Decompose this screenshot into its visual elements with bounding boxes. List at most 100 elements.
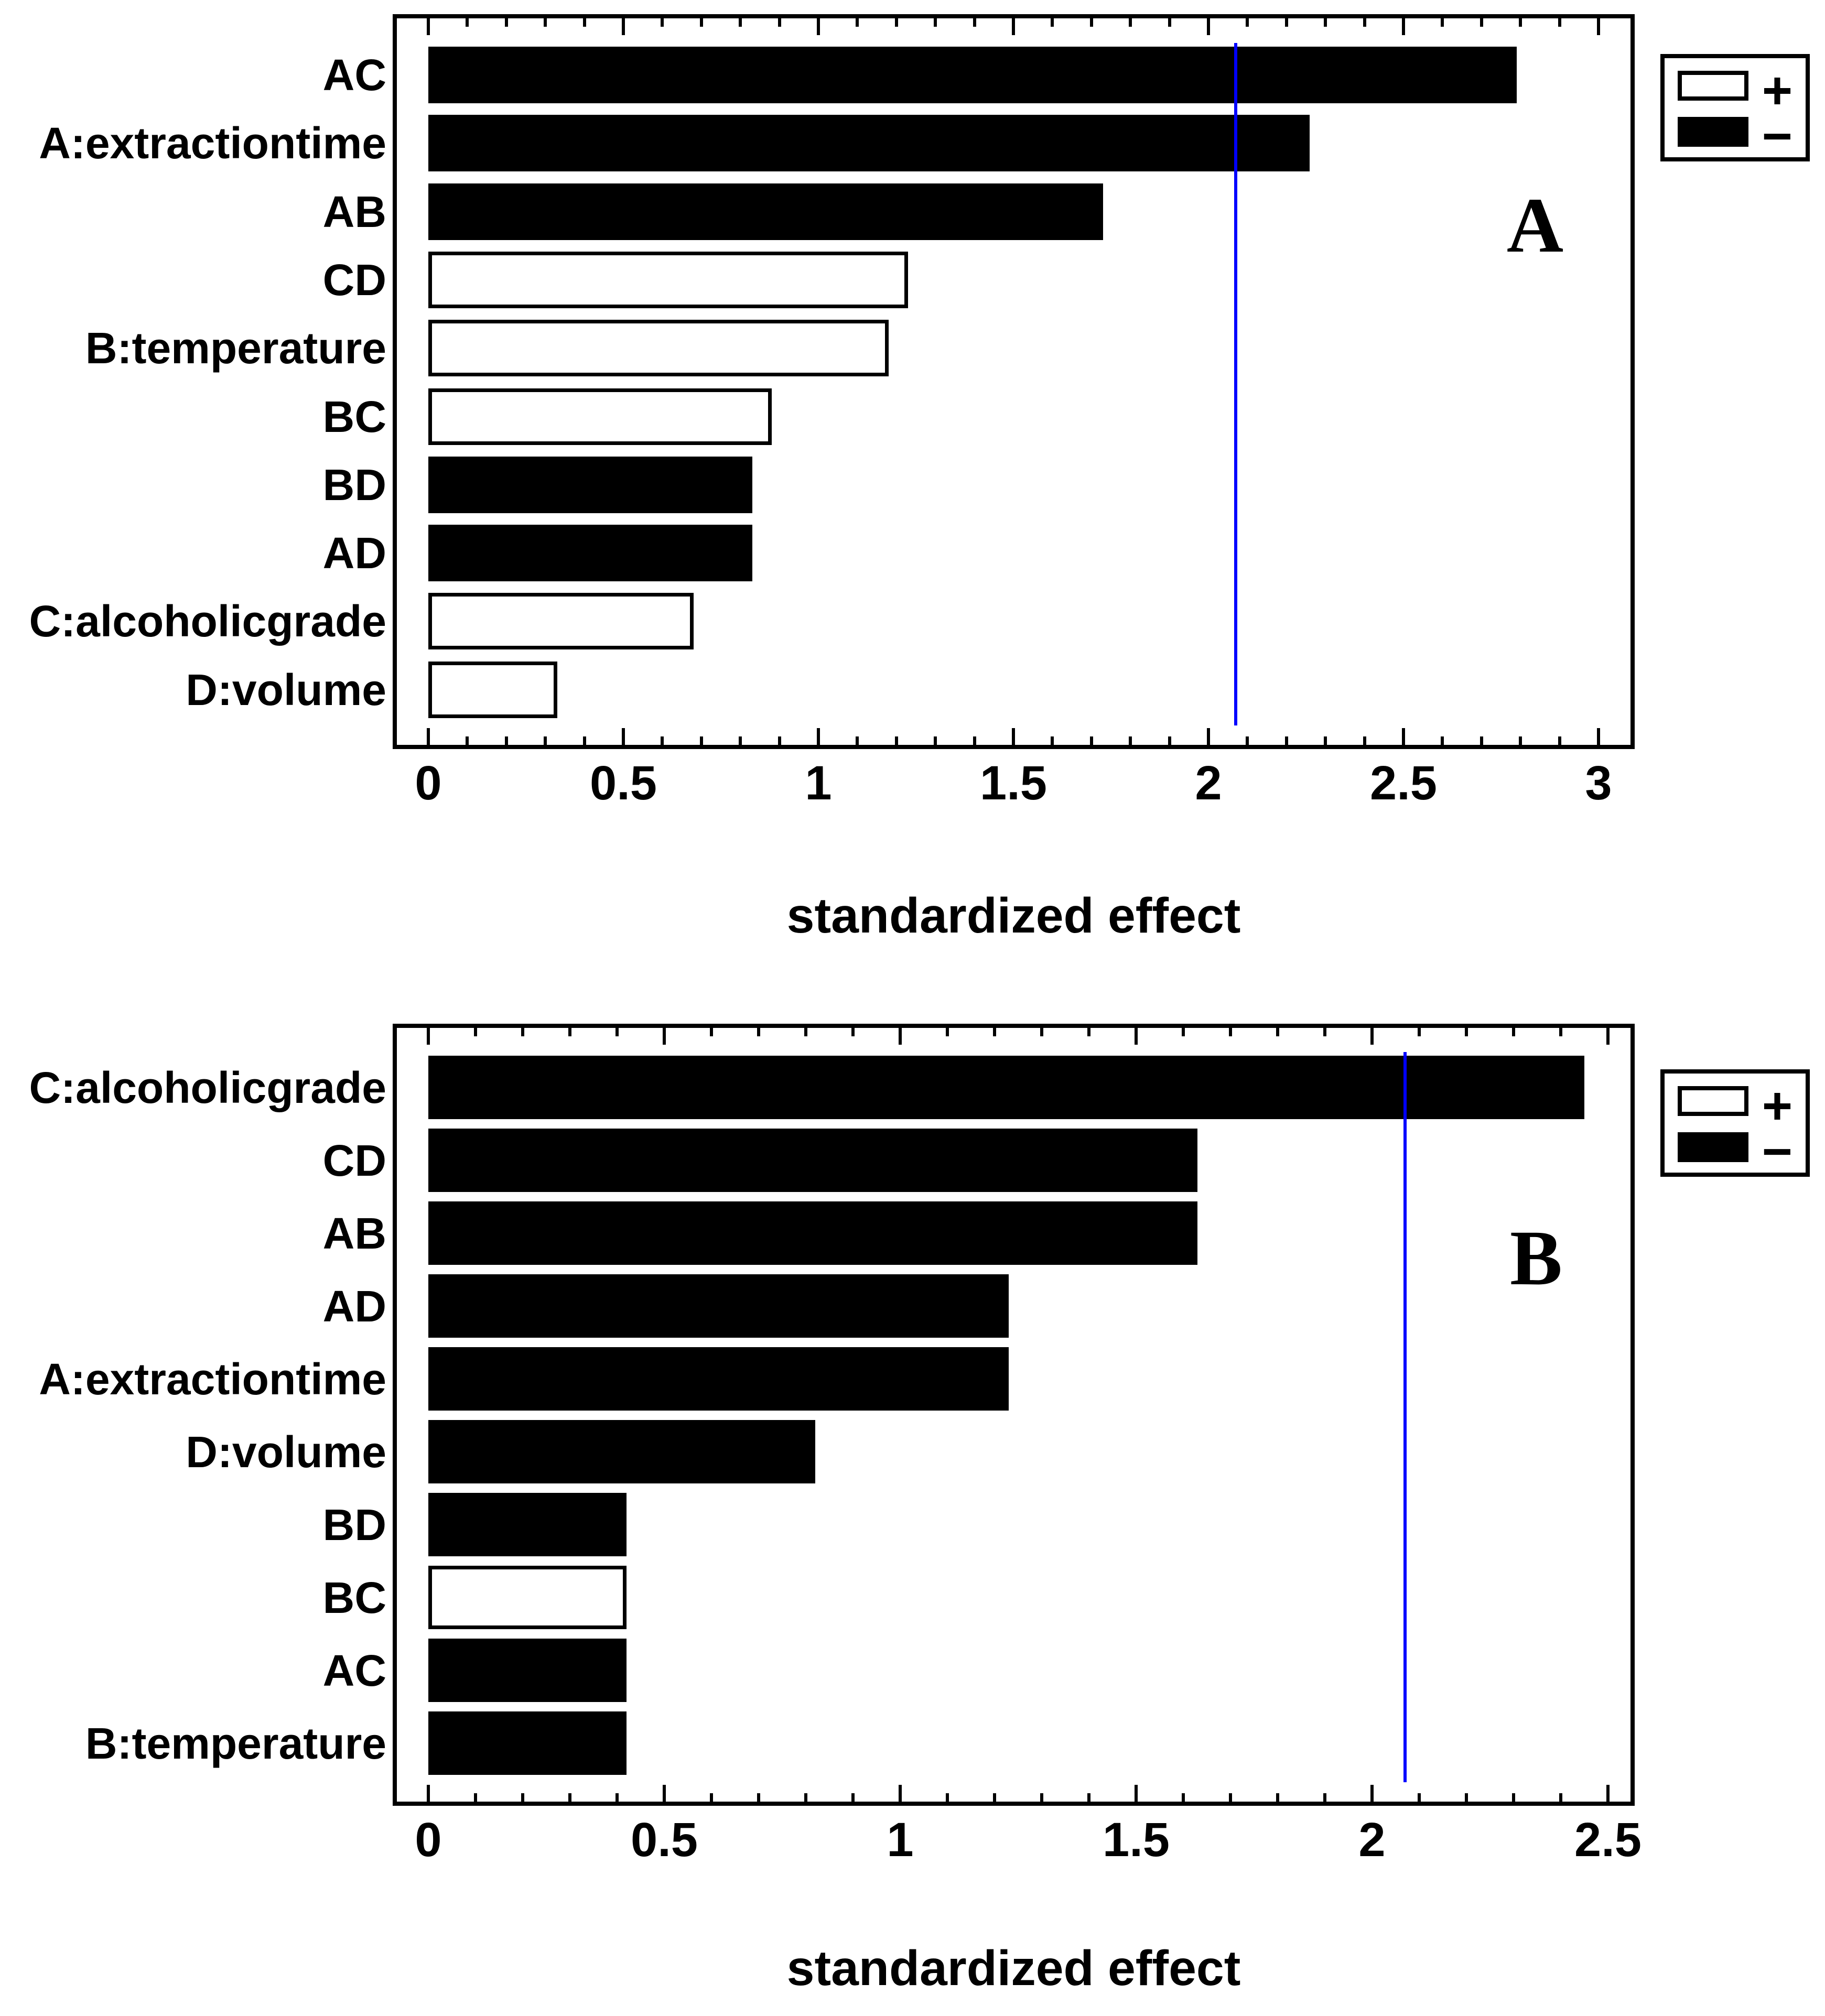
legend-negative-swatch: [1678, 1132, 1748, 1162]
minor-tick: [934, 18, 937, 27]
minor-tick: [699, 736, 703, 745]
major-tick: [1370, 1785, 1374, 1802]
minor-tick: [1324, 18, 1327, 27]
minor-tick: [946, 1028, 949, 1036]
minor-tick: [568, 1028, 571, 1036]
minor-tick: [466, 736, 469, 745]
minor-tick: [1276, 1028, 1279, 1036]
minor-tick: [1051, 736, 1054, 745]
major-tick: [1597, 728, 1600, 745]
major-tick: [1207, 18, 1210, 35]
minor-tick: [757, 1028, 760, 1036]
category-label: B:temperature: [85, 1718, 386, 1768]
panel-letter: A: [1506, 182, 1564, 269]
category-label: A:extractiontime: [39, 1354, 386, 1404]
minor-tick: [851, 1793, 855, 1802]
legend-plus-label: +: [1762, 1077, 1793, 1135]
category-label: AB: [322, 187, 386, 236]
legend: + −: [1660, 1069, 1810, 1178]
reference-line: [1234, 43, 1238, 725]
minor-tick: [1418, 1793, 1421, 1802]
minor-tick: [1363, 18, 1366, 27]
minor-tick: [993, 1793, 996, 1802]
tick-label: 2.5: [1574, 1813, 1642, 1867]
minor-tick: [1558, 18, 1561, 27]
minor-tick: [1284, 18, 1288, 27]
minor-tick: [661, 18, 664, 27]
minor-tick: [1284, 736, 1288, 745]
bar-ab: [428, 183, 1104, 240]
major-tick: [1012, 728, 1015, 745]
tick-label: 0.5: [590, 756, 657, 810]
major-tick: [1597, 18, 1600, 35]
tick-label: 0.5: [631, 1813, 698, 1867]
bar-d-volume: [428, 661, 557, 718]
minor-tick: [1441, 18, 1444, 27]
minor-tick: [894, 18, 898, 27]
category-label: BC: [322, 392, 386, 441]
major-tick: [817, 728, 820, 745]
category-label: AC: [322, 50, 386, 100]
category-label: AC: [322, 1645, 386, 1695]
major-tick: [1135, 1785, 1138, 1802]
minor-tick: [856, 736, 859, 745]
x-axis-title: standardized effect: [786, 888, 1241, 944]
minor-tick: [1480, 18, 1483, 27]
minor-tick: [1040, 1028, 1043, 1036]
minor-tick: [710, 1028, 713, 1036]
bar-a-extractiontime: [428, 115, 1310, 172]
category-label: D:volume: [186, 665, 386, 714]
bar-c-alcoholicgrade: [428, 1056, 1584, 1119]
minor-tick: [1418, 1028, 1421, 1036]
minor-tick: [973, 736, 976, 745]
minor-tick: [777, 18, 781, 27]
bar-ad: [428, 1274, 1009, 1338]
category-label: B:temperature: [85, 323, 386, 373]
minor-tick: [710, 1793, 713, 1802]
legend-negative-swatch: [1678, 117, 1748, 147]
major-tick: [1012, 18, 1015, 35]
minor-tick: [946, 1793, 949, 1802]
minor-tick: [1089, 736, 1093, 745]
bar-b-temperature: [428, 1711, 627, 1775]
major-tick: [427, 728, 430, 745]
tick-label: 0: [415, 1813, 442, 1867]
panel-letter: B: [1509, 1215, 1563, 1302]
minor-tick: [1558, 736, 1561, 745]
major-tick: [427, 18, 430, 35]
minor-tick: [474, 1028, 477, 1036]
bar-b-temperature: [428, 320, 889, 377]
minor-tick: [1465, 1793, 1468, 1802]
bar-bd: [428, 1493, 627, 1556]
bar-d-volume: [428, 1420, 815, 1483]
minor-tick: [934, 736, 937, 745]
legend-positive-swatch: [1678, 71, 1748, 101]
minor-tick: [1512, 1793, 1515, 1802]
minor-tick: [699, 18, 703, 27]
minor-tick: [851, 1028, 855, 1036]
minor-tick: [1519, 18, 1522, 27]
minor-tick: [856, 18, 859, 27]
x-axis-title: standardized effect: [786, 1941, 1241, 1996]
minor-tick: [504, 736, 508, 745]
minor-tick: [777, 736, 781, 745]
minor-tick: [521, 1793, 524, 1802]
minor-tick: [804, 1793, 807, 1802]
category-label: BC: [322, 1573, 386, 1622]
major-tick: [817, 18, 820, 35]
minor-tick: [1229, 1028, 1232, 1036]
bar-ad: [428, 525, 752, 582]
minor-tick: [1229, 1793, 1232, 1802]
major-tick: [427, 1028, 430, 1045]
category-label: AD: [322, 528, 386, 578]
minor-tick: [582, 736, 586, 745]
minor-tick: [739, 736, 742, 745]
category-label: AB: [322, 1208, 386, 1258]
tick-label: 1: [887, 1813, 914, 1867]
plot-area: [393, 14, 1635, 749]
minor-tick: [474, 1793, 477, 1802]
tick-label: 2: [1195, 756, 1222, 810]
category-label: CD: [322, 1135, 386, 1185]
